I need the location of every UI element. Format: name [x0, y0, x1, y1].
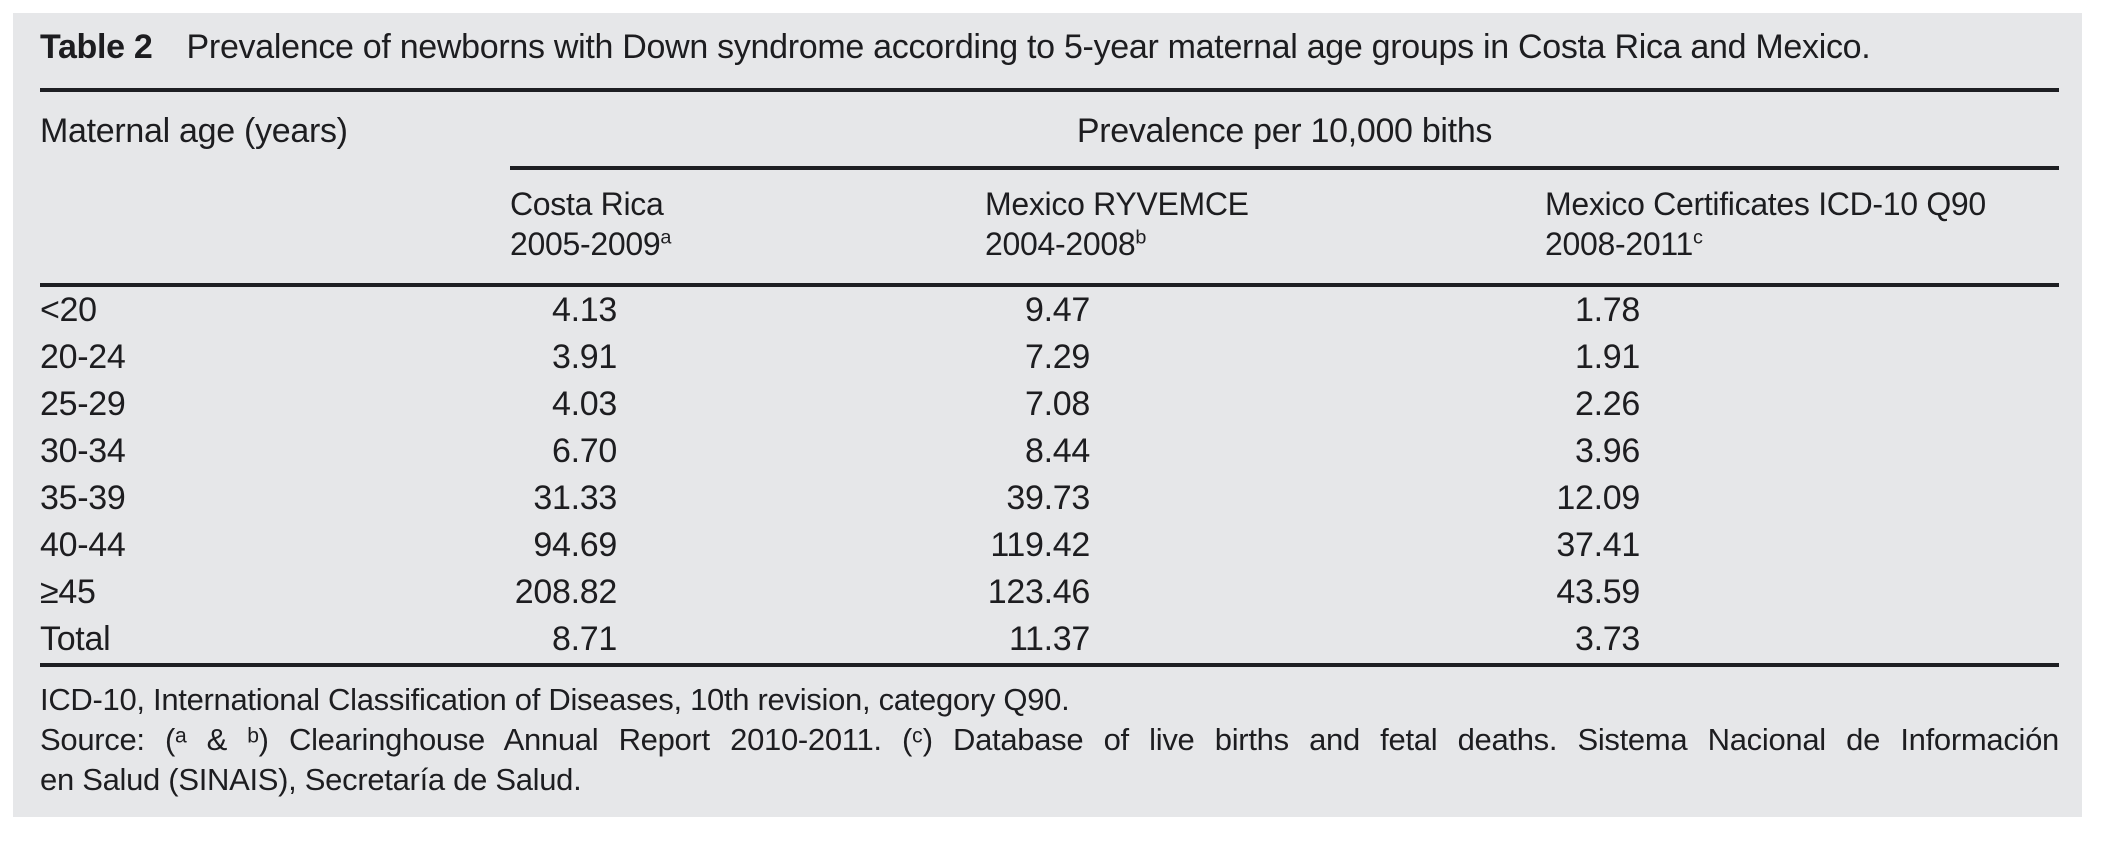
- column-period: 2005-2009a: [510, 226, 672, 262]
- rule-under-column-headers: [40, 283, 2059, 287]
- table-footnotes: ICD-10, International Classification of …: [40, 680, 2059, 800]
- column-header-mexico-ryvemce: Mexico RYVEMCE 2004-2008b: [985, 184, 1545, 264]
- prevalence-value: 8.71: [552, 620, 617, 658]
- prevalence-value: 3.73: [1575, 620, 1640, 658]
- table-caption: Table 2 Prevalence of newborns with Down …: [40, 25, 2059, 69]
- prevalence-value: 8.44: [1025, 432, 1090, 470]
- footnote-abbreviation: ICD-10, International Classification of …: [40, 682, 1070, 717]
- column-header-costa-rica: Costa Rica 2005-2009a: [510, 184, 985, 264]
- age-group-label: ≥45: [40, 573, 96, 611]
- age-group-label: 30-34: [40, 432, 126, 470]
- table-row: 40-44 94.69 119.42 37.41: [40, 522, 2059, 569]
- prevalence-value: 37.41: [1556, 526, 1640, 564]
- prevalence-value: 3.91: [552, 338, 617, 376]
- column-name: Mexico RYVEMCE: [985, 186, 1249, 222]
- prevalence-value: 1.78: [1575, 291, 1640, 329]
- footnote-mark-c: c: [1692, 226, 1703, 249]
- table-row: <20 4.13 9.47 1.78: [40, 287, 2059, 334]
- empty-header-cell: [40, 184, 510, 264]
- age-group-label: Total: [40, 620, 111, 658]
- column-period: 2004-2008b: [985, 226, 1147, 262]
- prevalence-value: 4.13: [552, 291, 617, 329]
- table-row: 20-24 3.91 7.29 1.91: [40, 334, 2059, 381]
- footnote-mark-a: a: [660, 226, 672, 249]
- prevalence-value: 9.47: [1025, 291, 1090, 329]
- header-row-group: Maternal age (years) Prevalence per 10,0…: [40, 112, 2059, 150]
- age-group-label: 20-24: [40, 338, 126, 376]
- prevalence-value: 39.73: [1006, 479, 1090, 517]
- table-row: 25-29 4.03 7.08 2.26: [40, 381, 2059, 428]
- prevalence-value: 43.59: [1556, 573, 1640, 611]
- table-label: Table 2: [40, 28, 153, 66]
- column-name: Mexico Certificates ICD-10 Q90: [1545, 186, 1986, 222]
- age-group-label: 25-29: [40, 385, 126, 423]
- group-rule-row: [40, 166, 2059, 170]
- column-header-mexico-certificates: Mexico Certificates ICD-10 Q90 2008-2011…: [1545, 184, 2059, 264]
- prevalence-value: 123.46: [987, 573, 1091, 611]
- table-panel: Table 2 Prevalence of newborns with Down …: [13, 13, 2082, 817]
- prevalence-value: 7.08: [1025, 385, 1090, 423]
- prevalence-value: 2.26: [1575, 385, 1640, 423]
- prevalence-value: 208.82: [514, 573, 618, 611]
- group-header-label: Prevalence per 10,000 biths: [1076, 112, 1493, 150]
- table-content: Table 2 Prevalence of newborns with Down …: [40, 13, 2059, 800]
- age-group-label: 35-39: [40, 479, 126, 517]
- prevalence-value: 94.69: [533, 526, 617, 564]
- age-group-label: <20: [40, 291, 97, 329]
- age-group-label: 40-44: [40, 526, 126, 564]
- rule-under-caption: [40, 88, 2059, 92]
- prevalence-value: 6.70: [552, 432, 617, 470]
- prevalence-value: 4.03: [552, 385, 617, 423]
- table-row: 35-39 31.33 39.73 12.09: [40, 475, 2059, 522]
- column-header-row: Costa Rica 2005-2009a Mexico RYVEMCE 200…: [40, 184, 2059, 264]
- footnote-source-line1: Source: (ᵃ & ᵇ) Clearinghouse Annual Rep…: [40, 722, 2059, 757]
- rule-under-group-header: [510, 166, 2059, 170]
- prevalence-value: 11.37: [1008, 620, 1090, 658]
- footnote-source-line2: en Salud (SINAIS), Secretaría de Salud.: [40, 762, 582, 797]
- prevalence-value: 12.09: [1556, 479, 1640, 517]
- row-header-label: Maternal age (years): [40, 112, 348, 150]
- table-row: ≥45 208.82 123.46 43.59: [40, 569, 2059, 616]
- column-name: Costa Rica: [510, 186, 664, 222]
- rule-under-data: [40, 663, 2059, 667]
- prevalence-value: 31.33: [533, 479, 617, 517]
- table-row: 30-34 6.70 8.44 3.96: [40, 428, 2059, 475]
- prevalence-value: 1.91: [1575, 338, 1640, 376]
- column-period: 2008-2011c: [1545, 226, 1703, 262]
- prevalence-value: 3.96: [1575, 432, 1640, 470]
- table-row-total: Total 8.71 11.37 3.73: [40, 616, 2059, 663]
- table-caption-text: Prevalence of newborns with Down syndrom…: [186, 28, 1871, 66]
- prevalence-value: 7.29: [1025, 338, 1090, 376]
- footnote-mark-b: b: [1135, 226, 1147, 249]
- prevalence-value: 119.42: [990, 526, 1090, 564]
